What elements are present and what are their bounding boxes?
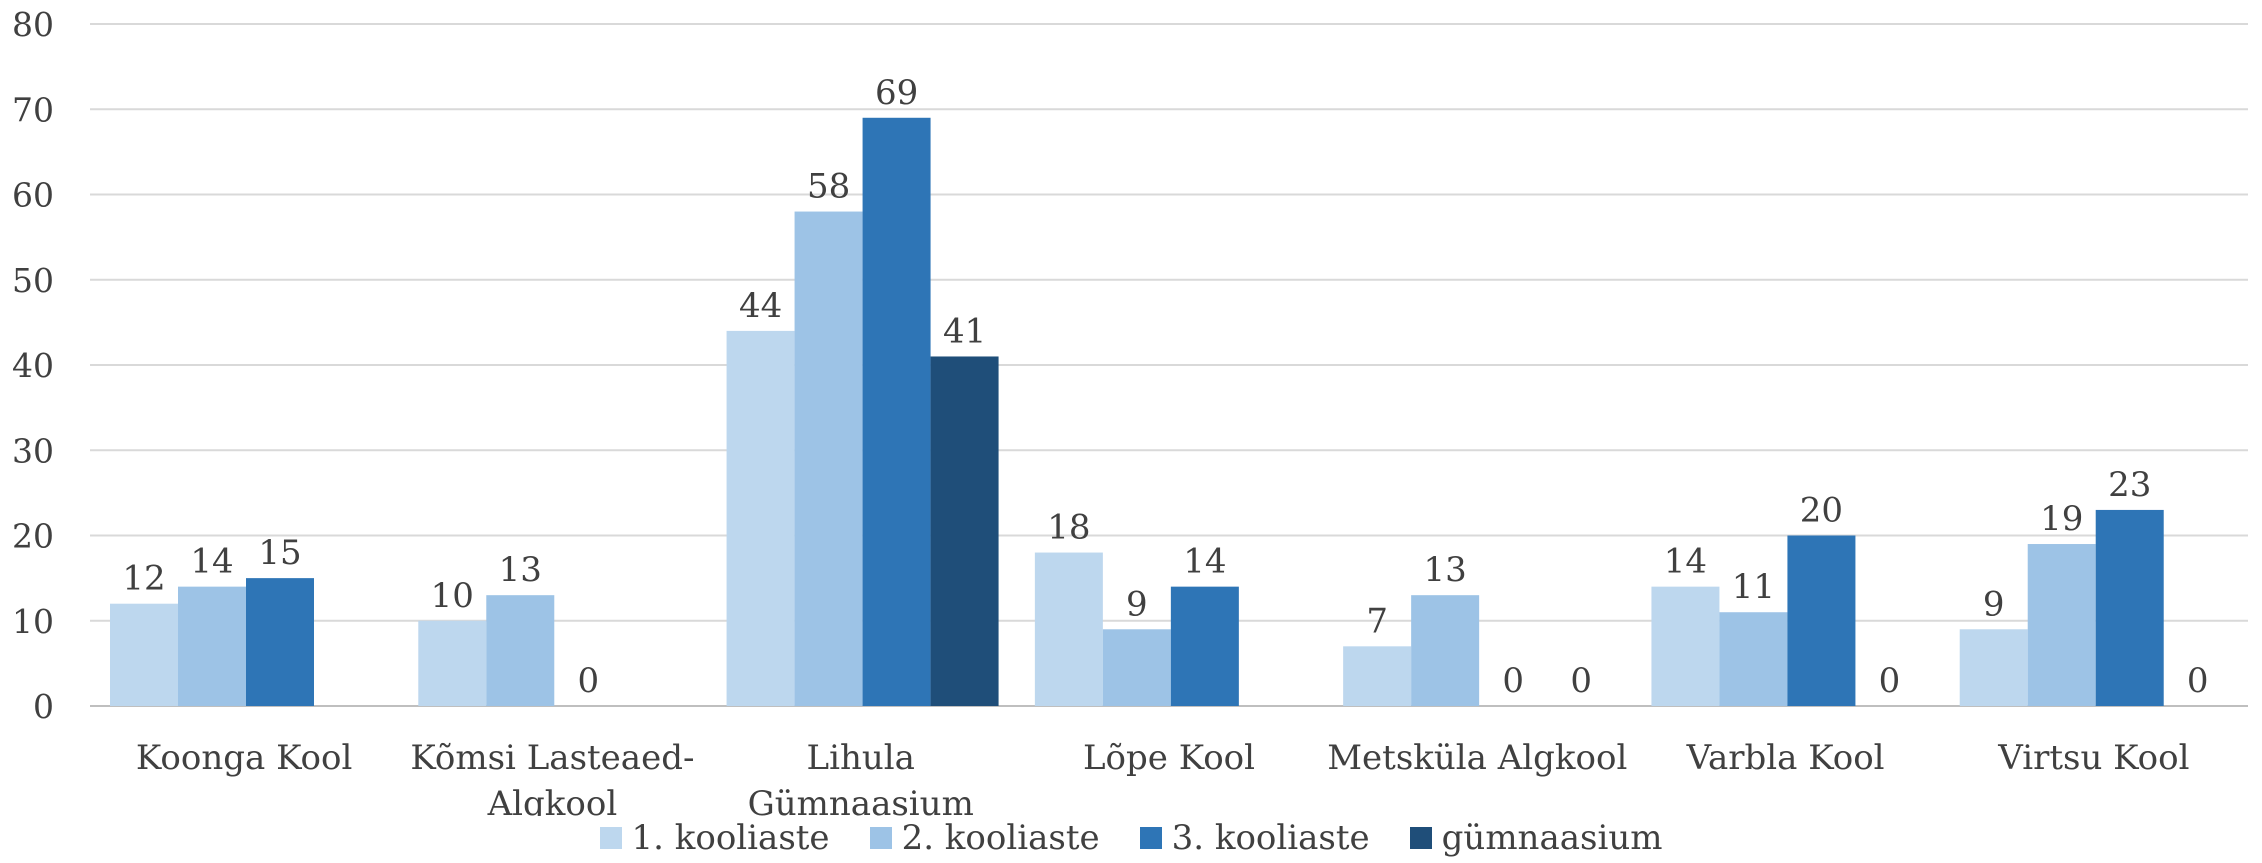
data-label: 19	[2040, 499, 2083, 539]
legend-item: 2. kooliaste	[869, 818, 1100, 858]
data-label: 13	[499, 550, 542, 590]
data-label: 12	[122, 559, 165, 599]
data-label: 9	[1983, 584, 2005, 624]
data-label: 0	[1502, 661, 1524, 701]
x-tick-label: Koonga Kool	[136, 738, 352, 778]
x-tick-label: Lihula	[807, 738, 915, 778]
legend: 1. kooliaste 2. kooliaste 3. kooliaste gümn…	[0, 816, 2262, 860]
y-tick-label: 0	[33, 687, 54, 726]
bar	[1170, 586, 1239, 706]
bar	[2027, 544, 2096, 706]
data-label: 11	[1732, 567, 1775, 607]
data-label: 9	[1126, 584, 1148, 624]
data-label: 7	[1366, 601, 1388, 641]
data-label: 14	[1664, 542, 1707, 582]
bar	[418, 620, 487, 706]
bar	[110, 603, 178, 706]
legend-item: 3. kooliaste	[1139, 818, 1370, 858]
bar	[862, 117, 931, 706]
legend-label: gümnaasium	[1441, 818, 1663, 858]
bar	[794, 211, 863, 707]
y-tick-label: 50	[12, 261, 54, 300]
legend-swatch	[1139, 827, 1162, 849]
bar	[1343, 646, 1412, 706]
x-tick-label: Algkool	[487, 784, 618, 816]
x-tick-label: Varbla Kool	[1686, 738, 1885, 778]
data-label: 13	[1424, 550, 1467, 590]
bar	[1959, 629, 2028, 706]
x-tick-label: Metsküla Algkool	[1327, 738, 1627, 778]
data-label: 44	[739, 286, 782, 326]
bar	[486, 595, 555, 706]
legend-swatch	[1409, 827, 1432, 849]
y-tick-label: 60	[12, 176, 54, 215]
y-tick-label: 20	[12, 517, 54, 556]
data-label: 41	[943, 311, 986, 351]
x-tick-label: Kõmsi Lasteaed-	[410, 738, 694, 778]
data-label: 23	[2108, 465, 2151, 505]
data-label: 69	[875, 73, 918, 113]
x-tick-label: Virtsu Kool	[1997, 738, 2189, 778]
data-label: 58	[807, 167, 850, 207]
x-tick-label: Gümnaasium	[748, 784, 974, 816]
y-tick-label: 70	[12, 90, 54, 129]
x-tick-label: Lõpe Kool	[1083, 738, 1255, 778]
data-label: 18	[1047, 508, 1090, 548]
legend-label: 3. kooliaste	[1171, 818, 1370, 858]
bar-series	[110, 117, 2164, 707]
data-label: 0	[1879, 661, 1901, 701]
data-label: 0	[1570, 661, 1592, 701]
data-label: 15	[258, 533, 301, 573]
data-label: 0	[577, 661, 599, 701]
bar	[1787, 535, 1856, 706]
bar	[930, 356, 999, 706]
bar	[1719, 612, 1788, 706]
legend-label: 1. kooliaste	[631, 818, 830, 858]
legend-swatch	[599, 827, 622, 849]
data-label: 0	[2187, 661, 2209, 701]
bar	[178, 586, 246, 706]
legend-label: 2. kooliaste	[901, 818, 1100, 858]
gridlines	[90, 23, 2248, 707]
data-labels: 12 14 15 10 13 0 44 58 69 41 18 9 14 7 13 0 0 14 11 20 0 9 19 2…	[122, 73, 2208, 701]
data-label: 20	[1800, 491, 1843, 531]
bar	[2095, 509, 2164, 706]
legend-item: gümnaasium	[1409, 818, 1663, 858]
y-tick-label: 80	[12, 5, 54, 44]
bar	[1102, 629, 1171, 706]
data-label: 10	[431, 576, 474, 616]
x-axis: Koonga Kool Kõmsi Lasteaed- Algkool Lihula G…	[136, 738, 2190, 816]
legend-item: 1. kooliaste	[599, 818, 830, 858]
y-axis: 0 10 20 30 40 50 60 70 80	[12, 5, 54, 726]
bar	[1411, 595, 1480, 706]
bar	[246, 578, 314, 706]
bar	[1651, 586, 1720, 706]
y-tick-label: 10	[12, 602, 54, 641]
data-label: 14	[190, 542, 233, 582]
bar	[726, 330, 795, 706]
y-tick-label: 30	[12, 431, 54, 470]
data-label: 14	[1183, 542, 1226, 582]
y-tick-label: 40	[12, 346, 54, 385]
legend-swatch	[869, 827, 892, 849]
bar	[1034, 552, 1103, 706]
